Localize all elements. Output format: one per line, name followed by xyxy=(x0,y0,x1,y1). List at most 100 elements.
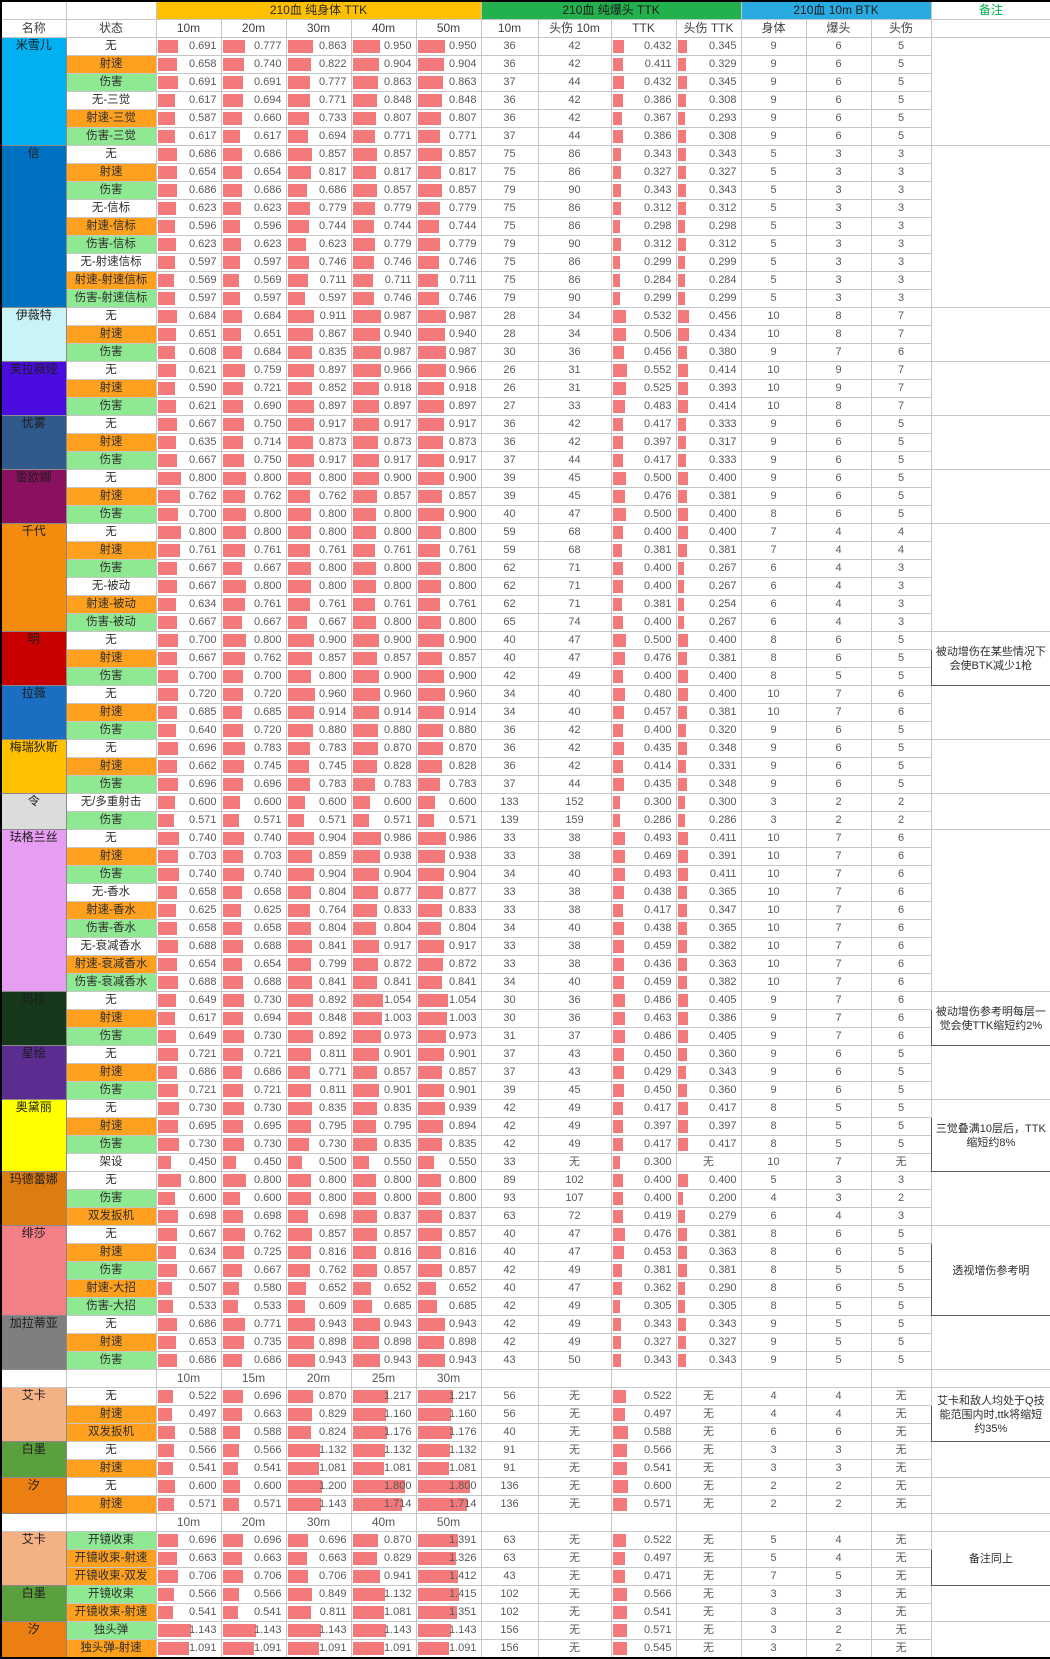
headshot-hurt-10m-cell: 71 xyxy=(537,577,612,596)
body-ttk-cell: 0.652 xyxy=(285,1279,352,1298)
headshot-hurt-10m-cell: 86 xyxy=(537,199,612,218)
body-ttk-cell: 0.783 xyxy=(415,775,482,794)
btk-head-cell: 3 xyxy=(805,1585,872,1604)
body-ttk-cell: 0.804 xyxy=(285,919,352,938)
body-ttk-cell: 0.569 xyxy=(220,271,287,290)
data-bar xyxy=(417,364,446,377)
body-ttk-cell: 1.054 xyxy=(350,991,417,1010)
table-row: 无-被动 0.667 0.800 0.800 0.800 0.800 62 71 0.400 0.… xyxy=(1,577,1050,596)
data-bar xyxy=(157,562,177,575)
body-ttk-cell: 0.911 xyxy=(285,307,352,326)
blank-cell xyxy=(65,1369,157,1388)
hurt-ttk-cell: 0.286 xyxy=(675,811,742,830)
headshot-10m-cell: 79 xyxy=(480,181,539,200)
status-cell: 射速-香水 xyxy=(65,901,157,920)
body-ttk-cell: 0.653 xyxy=(155,1333,222,1352)
status-cell: 开镜收束-双发 xyxy=(65,1567,157,1586)
headshot-hurt-10m-cell: 42 xyxy=(537,721,612,740)
data-bar xyxy=(222,382,244,395)
headshot-10m-cell: 34 xyxy=(480,865,539,884)
status-cell: 无 xyxy=(65,1315,157,1334)
headshot-10m-cell: 33 xyxy=(480,847,539,866)
table-row: 艾卡 开镜收束 0.696 0.696 0.696 0.870 1.391 63 无 0.522 无… xyxy=(0,1531,1050,1586)
data-bar xyxy=(417,508,444,521)
btk-head-cell: 7 xyxy=(805,1009,872,1028)
body-ttk-cell: 1.143 xyxy=(415,1621,482,1640)
body-ttk-cell: 0.800 xyxy=(415,1189,482,1208)
status-cell: 伤害 xyxy=(65,1351,157,1370)
data-bar xyxy=(287,940,312,953)
status-cell: 射速-被动 xyxy=(65,595,157,614)
hurt-ttk-cell: 0.400 xyxy=(675,667,742,686)
hurt-ttk-cell: 0.363 xyxy=(675,1243,742,1262)
table-row: 汐无 0.600 0.600 1.200 1.800 1.800 136 无 0.600 无 2 2 无 xyxy=(0,1477,1050,1514)
body-ttk-cell: 0.590 xyxy=(155,379,222,398)
data-bar xyxy=(612,1444,628,1457)
distance-column-header: 50m xyxy=(415,19,482,38)
data-bar xyxy=(287,562,311,575)
data-bar xyxy=(157,1336,177,1349)
data-bar xyxy=(352,328,380,341)
name-column-header: 名称 xyxy=(0,19,67,38)
data-bar xyxy=(287,274,309,287)
data-bar xyxy=(157,1390,173,1403)
data-bar xyxy=(612,220,621,233)
body-ttk-cell: 0.600 xyxy=(285,793,352,812)
data-bar xyxy=(352,400,379,413)
table-row: 射速 0.662 0.745 0.745 0.828 0.828 36 42 0.414 0.33… xyxy=(1,757,1050,776)
headshot-hurt-10m-cell: 38 xyxy=(537,901,612,920)
name-cell: 白墨 xyxy=(0,1441,67,1478)
hurt-ttk-cell: 0.279 xyxy=(675,1207,742,1226)
body-ttk-cell: 0.941 xyxy=(350,1567,417,1586)
table-row: 射速-信标 0.596 0.596 0.744 0.744 0.744 75 86 0.298 0… xyxy=(1,217,1050,236)
data-bar xyxy=(222,472,246,485)
btk-body-cell: 3 xyxy=(740,1585,807,1604)
body-ttk-cell: 1.132 xyxy=(350,1585,417,1604)
btk-head-cell: 7 xyxy=(805,685,872,704)
data-bar xyxy=(417,40,445,53)
data-bar xyxy=(612,526,623,539)
body-ttk-cell: 1.160 xyxy=(350,1405,417,1424)
btk-head-cell: 6 xyxy=(805,55,872,74)
btk-body-cell: 10 xyxy=(740,901,807,920)
body-ttk-cell: 0.800 xyxy=(220,631,287,650)
body-ttk-cell: 0.625 xyxy=(220,901,287,920)
ttk-cell: 0.432 xyxy=(610,37,677,56)
headshot-10m-cell: 62 xyxy=(480,559,539,578)
data-bar xyxy=(352,1462,384,1475)
data-bar xyxy=(222,1318,245,1331)
note-cell xyxy=(930,829,1050,992)
btk-hurt-cell: 5 xyxy=(870,1297,932,1316)
btk-hurt-cell: 5 xyxy=(870,631,932,650)
body-ttk-cell: 0.696 xyxy=(220,1387,287,1406)
table-row: 射速 0.635 0.714 0.873 0.873 0.873 36 42 0.397 0.31… xyxy=(1,433,1050,452)
ttk-cell: 0.541 xyxy=(610,1603,677,1622)
headshot-hurt-10m-cell: 42 xyxy=(537,757,612,776)
headshot-10m-cell: 63 xyxy=(480,1531,539,1550)
btk-body-cell: 3 xyxy=(740,1621,807,1640)
data-bar xyxy=(352,490,378,503)
btk-head-cell: 6 xyxy=(805,1063,872,1082)
data-bar xyxy=(352,922,376,935)
body-ttk-cell: 0.686 xyxy=(285,181,352,200)
body-ttk-cell: 0.730 xyxy=(220,1099,287,1118)
data-bar xyxy=(287,1282,307,1295)
data-bar xyxy=(417,238,441,251)
data-bar xyxy=(222,1174,246,1187)
data-bar xyxy=(287,94,310,107)
data-bar xyxy=(352,706,379,719)
ttk-cell: 0.463 xyxy=(610,1009,677,1028)
btk-head-cell: 5 xyxy=(805,1261,872,1280)
hurt-ttk-cell: 0.400 xyxy=(675,469,742,488)
ttk-cell: 0.429 xyxy=(610,1063,677,1082)
status-cell: 无 xyxy=(65,1045,157,1064)
ttk-cell: 0.400 xyxy=(610,577,677,596)
body-ttk-cell: 0.950 xyxy=(415,37,482,56)
body-ttk-cell: 0.870 xyxy=(285,1387,352,1406)
ttk-cell: 0.305 xyxy=(610,1297,677,1316)
body-ttk-cell: 0.721 xyxy=(220,1045,287,1064)
data-bar xyxy=(612,472,626,485)
body-ttk-cell: 0.870 xyxy=(415,739,482,758)
data-bar xyxy=(157,1228,177,1241)
btk-head-cell: 7 xyxy=(805,919,872,938)
